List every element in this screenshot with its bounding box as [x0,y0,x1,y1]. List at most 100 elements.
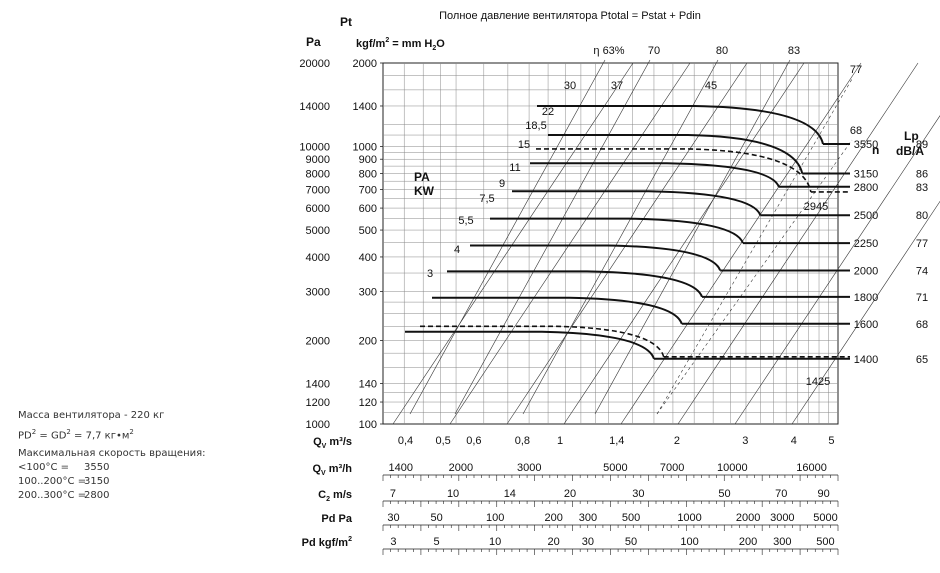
bottom-tick-2-7: 90 [818,488,830,500]
power-top-label-2: 45 [705,80,717,92]
lp-label-1400: 65 [916,354,928,366]
efficiency-label-5: 68 [850,125,862,137]
lp-label-1600: 68 [916,319,928,331]
lp-label-2800: 83 [916,182,928,194]
inertia-pd: PD [18,430,32,442]
speed-range-3: 200..300°C =2800 [18,490,109,501]
bottom-tick-0-0: 0,4 [398,435,413,447]
efficiency-label-2: 80 [716,45,728,57]
kgf-label-mid: = mm H [389,38,432,50]
efficiency-label-1: 70 [648,45,660,57]
pt-label: Pt [340,15,352,29]
pa-kw-label-1: PA [414,170,430,184]
pa-tick-1400: 1400 [306,378,330,390]
bottom-tick-1-2: 3000 [517,462,541,474]
rpm-label-1400: 1400 [854,354,878,366]
bottom-tick-3-9: 5000 [813,512,837,524]
power-top-label-1: 37 [611,80,623,92]
power-label-1600: 3 [427,268,433,280]
system-line-0 [392,62,634,425]
system-line-3 [563,62,805,425]
bottom-axes: QV m³/s 0,4 0,5 0,6 0,8 1 1,4 2 3 4 5QV m³/h 1400 20… [302,435,839,555]
speed-curve-2800 [530,162,780,188]
max-speed-text: Максимальная скорость вращения: [18,448,206,459]
speed-curve-3550 [537,104,824,145]
kgf-tick-600: 600 [359,203,377,215]
bottom-axis-label-sup-4: 2 [348,536,352,543]
bottom-axis-label-main-0: Q [313,436,322,448]
kgf-label: kgf/m2 = mm H2O [356,37,445,52]
inertia-gd: = GD [36,430,67,442]
inertia-sup-2: 2 [66,428,71,436]
speed-curve-2000 [470,244,722,271]
power-label-2945: 15 [518,139,530,151]
pa-tick-7000: 7000 [306,185,330,197]
bottom-tick-3-8: 3000 [770,512,794,524]
bottom-axis-label-sub-0: V [322,443,327,450]
power-label-2000: 5,5 [458,215,473,227]
rpm-label-1800: 1800 [854,292,878,304]
system-line-2 [506,62,748,425]
pa-tick-20000: 20000 [299,58,330,70]
bottom-axis-label-unit-0: m³/s [326,436,352,448]
speed-range-3-value: 2800 [84,490,110,501]
rpm-label-2800: 2800 [854,182,878,194]
bottom-tick-2-3: 20 [564,488,576,500]
efficiency-label-0: η 63% [593,45,624,57]
kgf-tick-400: 400 [359,252,377,264]
bottom-tick-3-3: 200 [544,512,562,524]
bottom-tick-2-5: 50 [718,488,730,500]
pressure-scales: 1000 100 1200 120 1400 140 2000 200 3000 300 4000 4… [299,58,383,431]
speed-curve-1600 [432,296,683,325]
efficiency-line-4 [656,78,853,415]
bottom-tick-1-3: 5000 [603,462,627,474]
bottom-tick-0-6: 2 [674,435,680,447]
kgf-tick-1000: 1000 [353,142,377,154]
fan-mass-text: Масса вентилятора - 220 кг [18,410,165,421]
bottom-tick-3-5: 500 [622,512,640,524]
lp-label-3550: 89 [916,139,928,151]
kgf-label-sub: 2 [432,45,436,52]
bottom-tick-0-5: 1,4 [609,435,624,447]
bottom-axis-label-unit-1: m³/h [326,463,353,475]
pa-tick-1200: 1200 [306,397,330,409]
pa-tick-10000: 10000 [299,142,330,154]
efficiency-label-4: 77 [850,64,862,76]
kgf-label-main: kgf/m [356,38,386,50]
speed-range-3-temp: 200..300°C = [18,490,87,501]
rpm-label-2500: 2500 [854,210,878,222]
kgf-tick-500: 500 [359,225,377,237]
kgf-tick-100: 100 [359,419,377,431]
rpm-label-1600: 1600 [854,319,878,331]
power-label-2800: 11 [509,162,520,174]
pa-kw-label-2: KW [414,184,435,198]
lp-label-2250: 77 [916,238,928,250]
bottom-tick-1-4: 7000 [660,462,684,474]
system-line-7 [791,200,940,425]
chart-title: Полное давление вентилятора Ptotal = Pst… [439,10,701,22]
kgf-tick-300: 300 [359,287,377,299]
bottom-tick-2-2: 14 [504,488,516,500]
bottom-tick-0-1: 0,5 [435,435,450,447]
bottom-tick-0-4: 1 [557,435,563,447]
bottom-axis-label-unit-2: m/s [330,489,352,501]
right-labels: 3550 89 3150 86 2945 2800 83 2500 80 2250 77 2000 74… [804,139,928,388]
speed-range-2-temp: 100..200°C = [18,476,87,487]
power-label-3550: 22 [542,106,554,118]
bottom-tick-4-7: 200 [739,536,757,548]
efficiency-label-3: 83 [788,45,800,57]
power-label-2500: 9 [499,178,505,190]
pa-tick-2000: 2000 [306,335,330,347]
bottom-axis-label-4: Pd kgf/m2 [302,536,352,549]
bottom-axis-label-main-2: C [318,489,326,501]
lp-label-3150: 86 [916,169,928,181]
power-label-1800: 4 [454,244,460,256]
kgf-tick-140: 140 [359,378,377,390]
kgf-tick-900: 900 [359,154,377,166]
lp-label: Lp [904,129,919,143]
efficiency-line-3 [594,59,791,415]
pa-tick-9000: 9000 [306,154,330,166]
kgf-tick-200: 200 [359,335,377,347]
pa-tick-4000: 4000 [306,252,330,264]
